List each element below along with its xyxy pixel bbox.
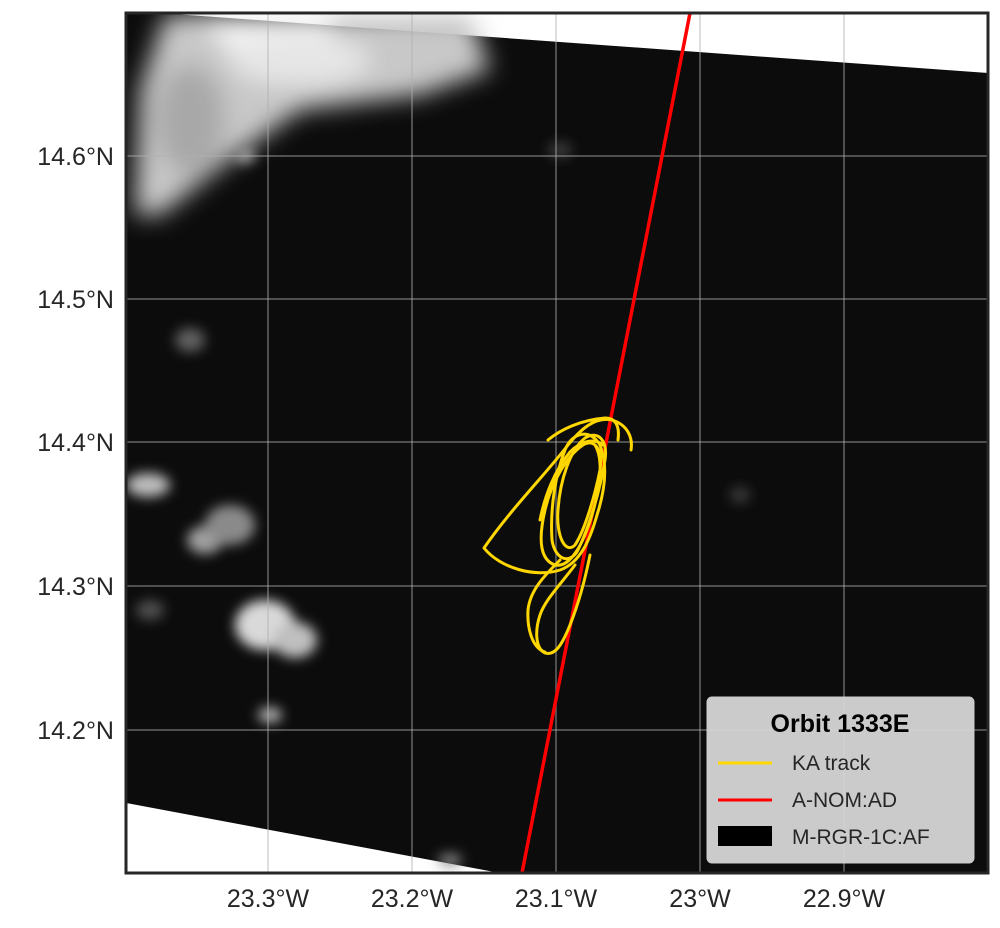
x-tick-label: 22.9°W	[803, 885, 886, 913]
legend-swatch-image	[718, 826, 772, 846]
cloud-region-top-left	[135, 15, 490, 215]
ka-track-path	[482, 416, 633, 655]
x-tick-label: 23.3°W	[227, 885, 310, 913]
legend-box	[706, 696, 975, 864]
legend-label-ka-track: KA track	[792, 752, 871, 775]
bright-speckles	[126, 142, 750, 866]
x-axis-labels: 23.3°W 23.2°W 23.1°W 23°W 22.9°W	[227, 885, 886, 913]
legend-title: Orbit 1333E	[771, 710, 910, 738]
plot-frame	[124, 11, 990, 875]
y-tick-label: 14.6°N	[37, 143, 114, 171]
x-tick-label: 23.2°W	[371, 885, 454, 913]
y-tick-label: 14.2°N	[37, 717, 114, 745]
satellite-image-swath	[126, 13, 988, 873]
nominal-track-line	[520, 13, 692, 873]
legend-label-nominal-track: A-NOM:AD	[792, 789, 897, 812]
legend-label-image: M-RGR-1C:AF	[792, 826, 930, 849]
y-tick-label: 14.5°N	[37, 286, 114, 314]
x-tick-label: 23.1°W	[515, 885, 598, 913]
y-tick-label: 14.4°N	[37, 429, 114, 457]
x-tick-label: 23°W	[669, 885, 731, 913]
legend: Orbit 1333E KA track A-NOM:AD M-RGR-1C:A…	[706, 696, 975, 864]
y-tick-label: 14.3°N	[37, 573, 114, 601]
y-axis-labels: 14.6°N 14.5°N 14.4°N 14.3°N 14.2°N	[37, 143, 114, 745]
gridlines	[126, 13, 988, 873]
